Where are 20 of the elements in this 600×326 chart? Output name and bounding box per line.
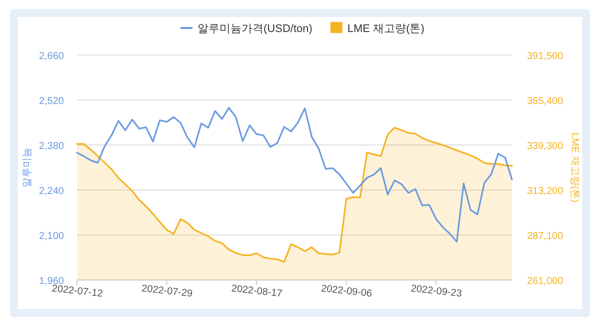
y-tick-label: 2,100 [38, 231, 64, 242]
y2-tick-label: 313,200 [527, 186, 564, 197]
y2-axis-title: LME 재고량(톤) [569, 132, 580, 202]
y-tick-label: 2,520 [38, 96, 64, 107]
x-tick-label: 2022-08-17 [230, 283, 284, 300]
legend-label: 알루미늄가격(USD/ton) [198, 23, 312, 35]
x-tick-label: 2022-07-29 [141, 283, 194, 300]
x-tick-label: 2022-09-23 [410, 283, 463, 300]
y2-tick-label: 287,100 [527, 231, 564, 242]
y2-tick-label: 365,400 [527, 96, 564, 107]
legend-label: LME 재고량(톤) [347, 23, 424, 35]
line-series [76, 106, 513, 243]
y-tick-label: 2,380 [38, 141, 64, 152]
x-tick-label: 2022-09-06 [320, 283, 373, 300]
y-tick-label: 2,660 [38, 51, 64, 62]
y2-tick-label: 261,000 [527, 276, 564, 287]
y2-tick-label: 391,500 [527, 51, 564, 62]
y-axis-title: 알루미늄 [22, 148, 33, 188]
y2-tick-label: 339,300 [527, 141, 564, 152]
y-tick-label: 2,240 [38, 186, 64, 197]
